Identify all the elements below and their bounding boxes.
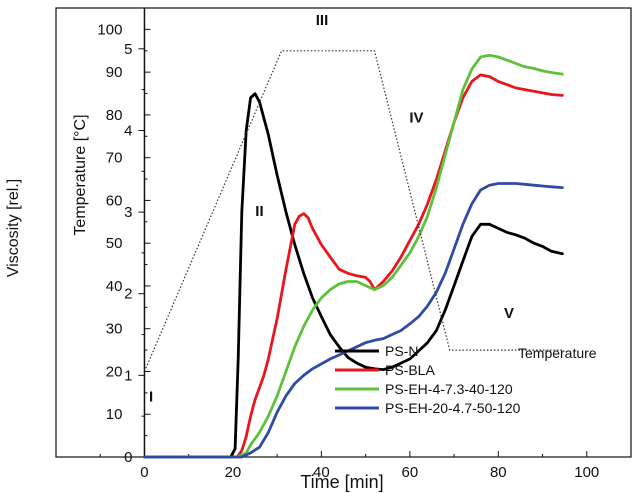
- x-axis-title: Time [min]: [300, 472, 383, 492]
- series-layer: [143, 53, 564, 459]
- temperature-layer: [143, 50, 563, 372]
- legend: PS-N PS-BLA PS-EH-4-7.3-40-120 PS-EH-20-4.7…: [335, 343, 521, 416]
- temperature-tick-label: 90: [106, 64, 123, 81]
- plot-border: [55, 7, 632, 458]
- viscosity-tick-label: 5: [124, 41, 132, 58]
- temperature-tick-label: 60: [106, 192, 123, 209]
- region-label-5: V: [504, 305, 514, 322]
- y-axis-left-title: Viscosity [rel.]: [5, 179, 22, 277]
- legend-label-3: PS-EH-4-7.3-40-120: [385, 381, 513, 397]
- region-label-3: III: [316, 12, 329, 29]
- temperature-tick-label: 40: [106, 278, 123, 295]
- series-line-2: [143, 73, 564, 459]
- temperature-profile-line: [143, 50, 563, 372]
- temperature-label: Temperature: [518, 345, 597, 361]
- y-axis-left: 0 1 2 3 4 5: [124, 7, 146, 466]
- series-line-4: [143, 182, 564, 459]
- legend-label-2: PS-BLA: [385, 362, 435, 378]
- x-tick-label: 60: [402, 464, 419, 481]
- region-label-4: IV: [409, 109, 423, 126]
- y-axis-right-title: Temperature [°C]: [72, 114, 89, 235]
- legend-label-1: PS-N: [385, 343, 418, 359]
- temperature-tick-label: 100: [97, 21, 122, 38]
- temperature-tick-label: 80: [106, 107, 123, 124]
- x-tick-label: 100: [574, 464, 599, 481]
- temperature-tick-label: 10: [106, 406, 123, 423]
- series-line-3: [143, 53, 564, 459]
- viscosity-tick-label: 1: [124, 367, 132, 384]
- y-axis-right: 10 20 30 40 50 60 70 80 90 100: [97, 21, 151, 458]
- series-line-1: [143, 92, 564, 459]
- x-tick-label: 40: [313, 464, 330, 481]
- x-axis: 0 20 40 60 80 100: [55, 451, 632, 481]
- plot-frame: [55, 7, 632, 458]
- temperature-tick-label: 50: [106, 235, 123, 252]
- temperature-tick-label: 30: [106, 321, 123, 338]
- legend-label-4: PS-EH-20-4.7-50-120: [385, 400, 521, 416]
- x-tick-label: 80: [490, 464, 507, 481]
- temperature-tick-label: 70: [106, 150, 123, 167]
- x-tick-label: 0: [140, 464, 148, 481]
- viscosity-tick-label: 4: [124, 122, 132, 139]
- viscosity-tick-label: 2: [124, 286, 132, 303]
- region-label-1: I: [149, 388, 153, 405]
- region-label-2: II: [255, 203, 263, 220]
- viscosity-tick-label: 0: [124, 449, 132, 466]
- temperature-tick-label: 20: [106, 363, 123, 380]
- viscosity-tick-label: 3: [124, 204, 132, 221]
- x-tick-label: 20: [225, 464, 242, 481]
